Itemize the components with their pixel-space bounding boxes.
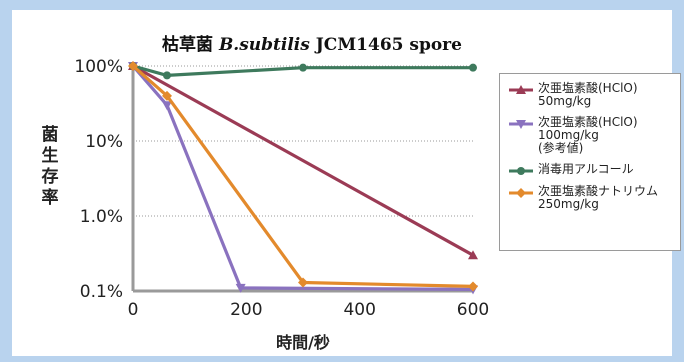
series-group — [128, 61, 478, 295]
data-point — [128, 61, 138, 71]
y-tick-label: 0.1% — [80, 282, 123, 302]
series-4 — [128, 61, 478, 292]
legend-swatch — [509, 167, 533, 175]
chart-panel: 100% 10% 1.0% 0.1% 0 200 400 600 時間/秒 菌生存率 枯草菌 B.s… — [12, 10, 681, 356]
legend-swatch — [509, 85, 533, 94]
legend-swatch-marker — [516, 85, 526, 94]
x-tick-label: 600 — [457, 300, 489, 320]
y-tick-label: 10% — [85, 132, 123, 152]
gridlines — [133, 65, 473, 292]
series-1 — [128, 61, 478, 260]
legend-label: 次亜塩素酸(HClO) 100mg/kg (参考値) — [538, 115, 638, 155]
legend-entry: 次亜塩素酸ナトリウム 250mg/kg — [508, 185, 674, 211]
chart-svg: 100% 10% 1.0% 0.1%0 200 400 600 時間/秒 菌生存率 枯草菌 B.s… — [42, 34, 490, 352]
legend-label: 次亜塩素酸(HClO) 50mg/kg — [538, 81, 638, 108]
y-tick-label: 100% — [74, 57, 123, 77]
series-line — [132, 64, 473, 77]
legend-entry: 次亜塩素酸(HClO) 100mg/kg (参考値) — [508, 116, 674, 155]
x-tick-label: 400 — [343, 300, 375, 320]
legend: 次亜塩素酸(HClO) 50mg/kg 次亜塩素酸(HClO) 100mg/kg … — [499, 73, 681, 251]
data-point — [235, 283, 246, 293]
legend-swatch-marker — [517, 167, 525, 175]
series-line — [131, 64, 474, 288]
data-point — [163, 71, 171, 80]
y-axis-label: 菌生存率 — [42, 125, 59, 208]
legend-swatch-marker — [516, 120, 526, 129]
chart-title: 枯草菌 B.subtilis JCM1465 spore — [162, 34, 462, 55]
x-axis-label: 時間/秒 — [276, 333, 330, 352]
legend-swatch — [509, 188, 533, 198]
x-tick-label: 0 — [128, 300, 139, 320]
chart-labels: 100% 10% 1.0% 0.1%0 200 400 600 時間/秒 菌生存率 枯草菌 B.s… — [42, 34, 490, 352]
data-point — [469, 63, 477, 72]
series-line — [132, 64, 474, 257]
y-tick-label: 1.0% — [80, 207, 123, 227]
legend-label: 消毒用アルコール — [538, 162, 634, 176]
legend-swatch-marker — [516, 188, 526, 198]
legend-swatch — [509, 120, 533, 129]
x-tick-label: 200 — [230, 300, 262, 320]
series-2 — [128, 62, 478, 295]
axes — [131, 64, 473, 293]
legend-entry: 次亜塩素酸(HClO) 50mg/kg — [508, 82, 674, 108]
legend-entry: 消毒用アルコール — [508, 163, 674, 177]
series-3 — [129, 62, 477, 80]
data-point — [299, 63, 307, 72]
data-point — [298, 277, 308, 288]
data-point — [162, 90, 172, 101]
data-point — [468, 281, 478, 292]
data-point — [162, 101, 172, 111]
series-line — [131, 64, 474, 291]
data-point — [468, 250, 478, 260]
legend-label: 次亜塩素酸ナトリウム 250mg/kg — [538, 184, 659, 211]
